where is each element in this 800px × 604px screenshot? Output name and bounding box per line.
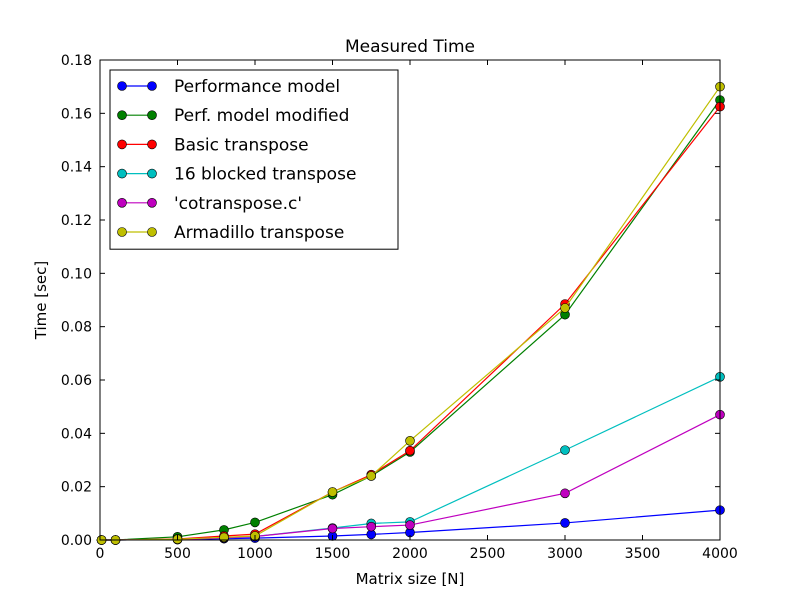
y-axis-label: Time [sec] xyxy=(32,261,50,340)
data-point xyxy=(327,523,338,534)
x-tick-label: 3500 xyxy=(625,546,661,562)
legend-marker xyxy=(147,139,157,150)
legend-marker xyxy=(147,198,157,208)
data-point xyxy=(560,488,570,499)
data-point xyxy=(327,487,338,497)
y-tick-label: 0.04 xyxy=(61,426,92,442)
legend-label: Perf. model modified xyxy=(174,106,349,126)
chart-title: Measured Time xyxy=(345,37,475,57)
legend-marker xyxy=(117,81,127,91)
x-tick-label: 500 xyxy=(164,546,191,562)
y-tick-label: 0.14 xyxy=(61,160,92,176)
legend-entry: Basic transpose xyxy=(117,135,309,155)
legend-marker xyxy=(117,227,127,237)
legend-marker xyxy=(147,81,157,91)
y-tick-label: 0.00 xyxy=(61,533,92,549)
y-tick-label: 0.10 xyxy=(61,266,92,282)
legend-marker xyxy=(117,168,127,179)
data-point xyxy=(366,471,377,481)
legend-entry: Performance model xyxy=(117,77,340,97)
legend-entry: Armadillo transpose xyxy=(117,223,344,243)
legend-marker xyxy=(147,110,157,120)
data-point xyxy=(250,517,260,528)
x-tick-label: 3000 xyxy=(547,546,583,562)
y-tick-label: 0.06 xyxy=(61,373,92,389)
legend-marker xyxy=(117,198,127,208)
legend: Performance model Perf. model modified Bas… xyxy=(109,69,399,250)
y-tick-label: 0.16 xyxy=(61,106,92,122)
legend-label: Performance model xyxy=(174,77,340,97)
x-tick-label: 0 xyxy=(96,546,105,562)
legend-label: Armadillo transpose xyxy=(174,223,344,243)
series-layer xyxy=(96,81,725,545)
x-tick-label: 2000 xyxy=(392,546,428,562)
legend-label: 'cotranspose.c' xyxy=(174,194,302,214)
legend-entry: 'cotranspose.c' xyxy=(117,194,302,214)
legend-marker xyxy=(147,168,157,179)
data-point xyxy=(405,520,415,530)
legend-entry: Perf. model modified xyxy=(117,106,349,126)
legend-entry: 16 blocked transpose xyxy=(117,165,356,185)
y-tick-label: 0.08 xyxy=(61,320,92,336)
y-tick-label: 0.12 xyxy=(61,213,92,229)
legend-box xyxy=(109,69,399,250)
data-point xyxy=(560,518,570,528)
data-point xyxy=(405,445,415,456)
x-axis-label: Matrix size [N] xyxy=(356,570,465,588)
legend-marker xyxy=(117,110,127,120)
x-tick-label: 1500 xyxy=(315,546,351,562)
legend-label: 16 blocked transpose xyxy=(174,165,356,185)
series-line xyxy=(101,99,721,541)
data-point xyxy=(560,303,570,313)
data-point xyxy=(405,435,415,446)
data-point xyxy=(366,521,377,532)
data-point xyxy=(560,445,570,455)
legend-label: Basic transpose xyxy=(174,135,309,155)
x-tick-label: 2500 xyxy=(470,546,506,562)
legend-marker xyxy=(117,139,127,150)
ticks-layer: 0 500 1000 1500 2000 2500 3000 3500 4000 0.00 0.02… xyxy=(61,53,738,562)
x-tick-label: 1000 xyxy=(237,546,273,562)
y-tick-label: 0.02 xyxy=(61,480,92,496)
x-tick-label: 4000 xyxy=(702,546,738,562)
y-tick-label: 0.18 xyxy=(61,53,92,69)
legend-marker xyxy=(147,227,157,237)
